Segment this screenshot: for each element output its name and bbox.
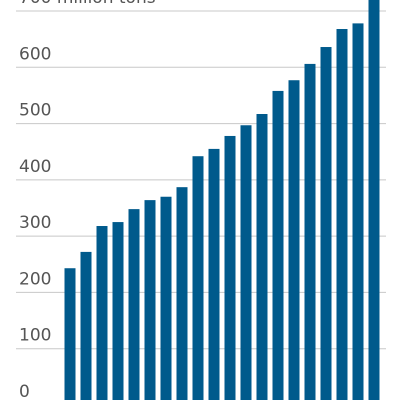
- y-tick-label: 100: [19, 326, 51, 346]
- y-tick-label: 0: [19, 382, 30, 400]
- bar: [352, 23, 364, 400]
- y-tick-label: 700 million tons: [19, 0, 156, 8]
- bar: [192, 156, 204, 400]
- y-tick-label: 400: [19, 157, 51, 177]
- y-tick-label: 500: [19, 101, 51, 121]
- bar: [80, 251, 92, 400]
- bar: [272, 90, 284, 400]
- y-tick-label: 600: [19, 44, 51, 64]
- bar: [160, 196, 172, 400]
- bar: [64, 268, 76, 400]
- bar: [224, 135, 236, 400]
- bar: [144, 200, 156, 400]
- bar: [176, 187, 188, 400]
- y-tick-label: 300: [19, 213, 51, 233]
- bar: [320, 47, 332, 400]
- bar: [96, 226, 108, 400]
- bar: [128, 209, 140, 400]
- bar: [368, 0, 380, 400]
- bar: [304, 63, 316, 400]
- bar: [256, 114, 268, 400]
- bar: [240, 125, 252, 400]
- bar: [112, 222, 124, 400]
- y-tick-label: 200: [19, 269, 51, 289]
- bar: [336, 29, 348, 400]
- bar: [208, 148, 220, 400]
- bar: [288, 80, 300, 400]
